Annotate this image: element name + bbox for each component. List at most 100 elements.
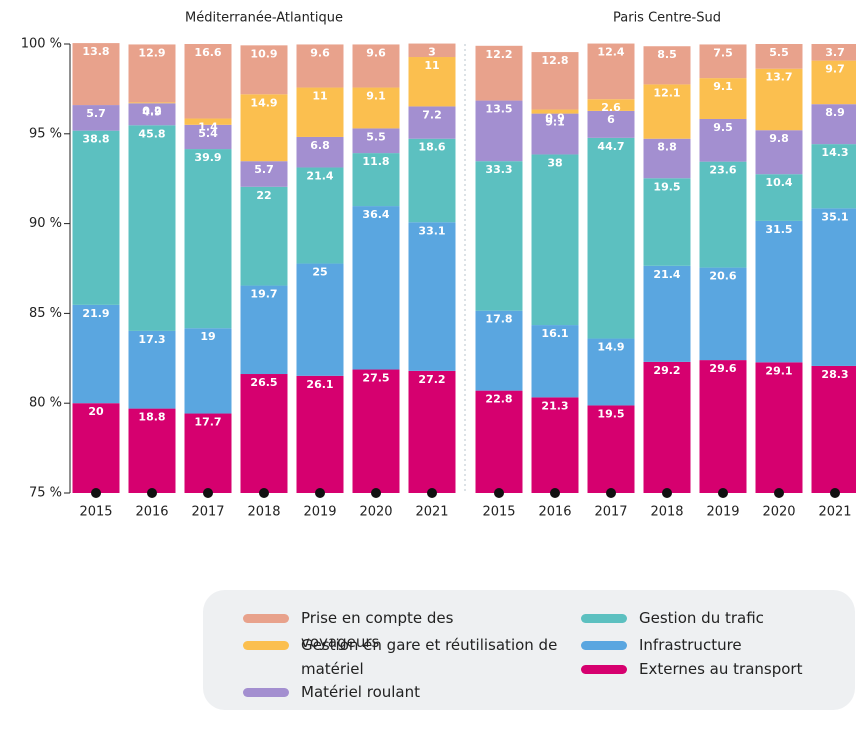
data-label: 3.7 bbox=[825, 46, 845, 59]
data-label: 9.8 bbox=[769, 132, 789, 145]
data-label: 8.8 bbox=[657, 141, 677, 154]
x-tick-label: 2018 bbox=[247, 505, 280, 520]
legend-label: Matériel roulant bbox=[301, 683, 421, 701]
data-label: 45.8 bbox=[138, 127, 165, 140]
bar-segment bbox=[755, 130, 803, 175]
bar-segment bbox=[240, 94, 288, 162]
bar-segment bbox=[408, 43, 456, 58]
legend-item: Matériel roulant bbox=[243, 680, 533, 704]
y-tick-label: 90 % bbox=[29, 216, 62, 231]
legend-label: Gestion du trafic bbox=[639, 609, 764, 627]
data-label: 8.9 bbox=[825, 106, 845, 119]
data-label: 21.3 bbox=[541, 399, 568, 412]
data-label: 17.3 bbox=[138, 333, 165, 346]
bar-segment bbox=[699, 118, 747, 162]
panel-title: Méditerranée-Atlantique bbox=[185, 11, 343, 26]
bar-segment bbox=[699, 360, 747, 493]
chart: 75 % 80 % 85 % 90 % 95 % 100 % Méditerranée-At… bbox=[21, 11, 856, 520]
data-label: 16.6 bbox=[194, 46, 221, 59]
data-label: 13.8 bbox=[82, 45, 109, 58]
x-tick-label: 2015 bbox=[482, 505, 515, 520]
bar-segment bbox=[811, 104, 856, 145]
bar-segment bbox=[755, 68, 803, 131]
data-label: 7.2 bbox=[422, 108, 442, 121]
bar-segment bbox=[755, 220, 803, 363]
legend-swatch bbox=[243, 614, 289, 623]
data-label: 14.9 bbox=[597, 341, 624, 354]
data-label: 27.5 bbox=[362, 372, 389, 385]
data-label: 12.1 bbox=[653, 86, 680, 99]
bar-segment bbox=[240, 285, 288, 375]
bar-segment bbox=[475, 390, 523, 493]
x-tick-label: 2021 bbox=[818, 505, 851, 520]
legend-item: Gestion en gare et réutilisation de maté… bbox=[243, 633, 563, 681]
bar-segment bbox=[643, 46, 691, 85]
legend-label: Gestion en gare et réutilisation de maté… bbox=[301, 636, 558, 678]
data-label: 21.4 bbox=[306, 169, 333, 182]
legend-swatch bbox=[581, 641, 627, 650]
bar-segment bbox=[240, 374, 288, 493]
bar-dot bbox=[662, 488, 672, 498]
bar-dot bbox=[91, 488, 101, 498]
bar-segment bbox=[755, 44, 803, 69]
legend-swatch bbox=[243, 688, 289, 697]
x-tick-label: 2018 bbox=[650, 505, 683, 520]
legend-label: Infrastructure bbox=[639, 636, 742, 654]
bar-segment bbox=[587, 99, 635, 111]
bar-segment bbox=[531, 154, 579, 326]
data-label: 23.6 bbox=[709, 164, 736, 177]
data-label: 0.2 bbox=[142, 104, 162, 117]
bar-segment bbox=[128, 125, 176, 331]
data-label: 10.9 bbox=[250, 47, 277, 60]
bar-segment bbox=[531, 397, 579, 493]
data-label: 6.8 bbox=[310, 139, 330, 152]
bar-segment bbox=[408, 370, 456, 493]
bar-dot bbox=[203, 488, 213, 498]
data-label: 5.7 bbox=[86, 107, 106, 120]
bar-segment bbox=[128, 103, 176, 126]
data-label: 33.1 bbox=[418, 224, 445, 237]
legend-swatch bbox=[243, 641, 289, 650]
legend-item: Gestion du trafic bbox=[581, 606, 856, 630]
bar-segment bbox=[811, 365, 856, 493]
bar-segment bbox=[72, 403, 120, 493]
bar-segment bbox=[408, 222, 456, 371]
data-label: 11 bbox=[312, 90, 327, 103]
bar-segment bbox=[587, 43, 635, 100]
data-label: 6 bbox=[607, 113, 615, 126]
data-label: 5.7 bbox=[254, 163, 274, 176]
data-label: 5.4 bbox=[198, 127, 218, 140]
data-label: 36.4 bbox=[362, 208, 389, 221]
x-tick-label: 2016 bbox=[135, 505, 168, 520]
data-label: 29.6 bbox=[709, 362, 736, 375]
data-label: 10.4 bbox=[765, 176, 792, 189]
bar-segment bbox=[296, 87, 344, 137]
legend-item: Infrastructure bbox=[581, 633, 856, 657]
data-label: 38.8 bbox=[82, 133, 109, 146]
bar-segment bbox=[643, 178, 691, 266]
bar-segment bbox=[475, 100, 523, 162]
bar-segment bbox=[531, 113, 579, 155]
bar-segment bbox=[699, 44, 747, 79]
bar-segment bbox=[296, 136, 344, 168]
x-tick-label: 2017 bbox=[191, 505, 224, 520]
x-tick-label: 2020 bbox=[762, 505, 795, 520]
legend-label: Prise en compte des voyageurs bbox=[301, 609, 454, 651]
data-label: 5.5 bbox=[769, 46, 789, 59]
data-label: 21.4 bbox=[653, 268, 680, 281]
bar-dot bbox=[718, 488, 728, 498]
data-label: 13.7 bbox=[765, 71, 792, 84]
bar-segment bbox=[699, 267, 747, 361]
x-tick-label: 2015 bbox=[79, 505, 112, 520]
data-label: 9.6 bbox=[310, 46, 330, 59]
data-label: 19.7 bbox=[250, 288, 277, 301]
data-label: 9.5 bbox=[713, 121, 733, 134]
bar-dot bbox=[371, 488, 381, 498]
y-tick-label: 80 % bbox=[29, 396, 62, 411]
bar-segment bbox=[531, 52, 579, 110]
bar-dot bbox=[494, 488, 504, 498]
bar-segment bbox=[811, 208, 856, 366]
bar-segment bbox=[755, 174, 803, 221]
legend-item: Externes au transport bbox=[581, 657, 856, 681]
